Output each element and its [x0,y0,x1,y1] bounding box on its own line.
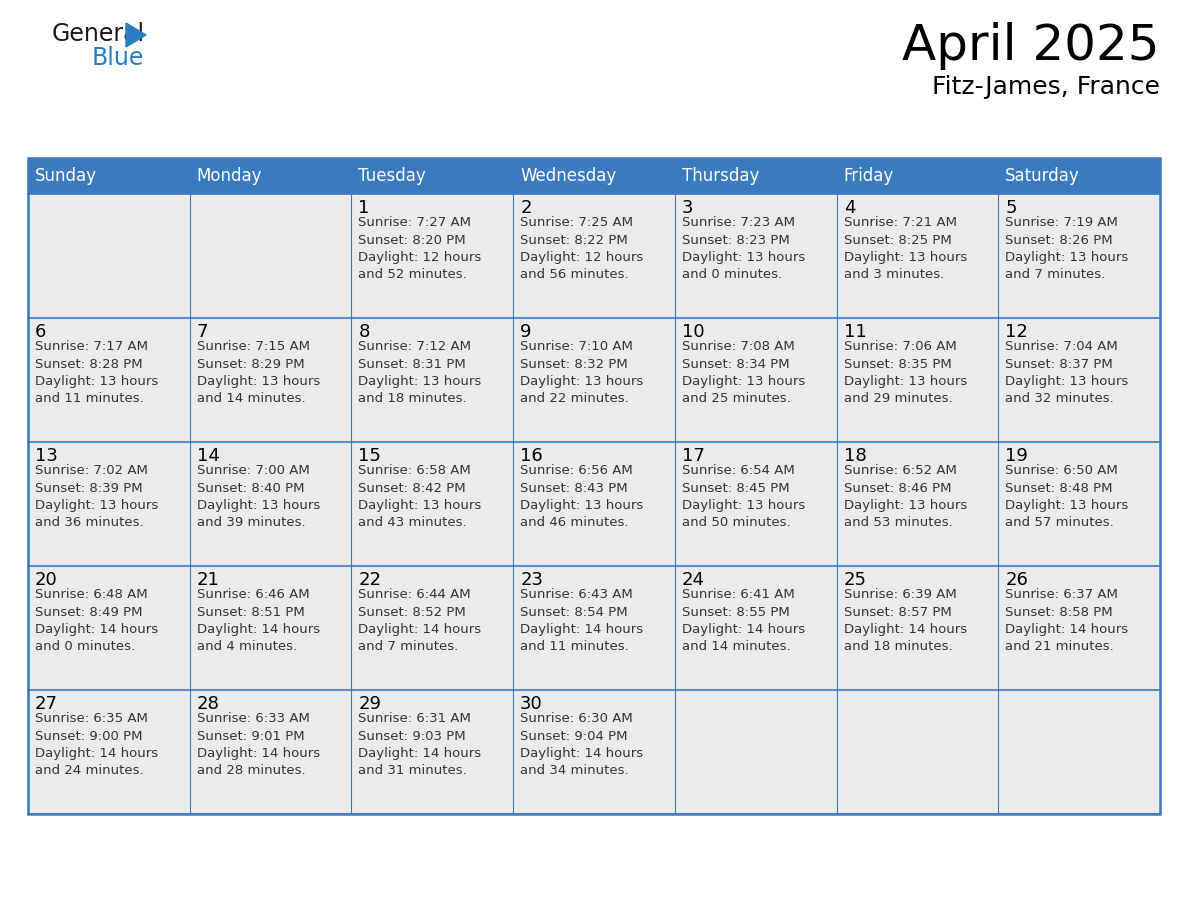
Text: Sunrise: 6:44 AM
Sunset: 8:52 PM
Daylight: 14 hours
and 7 minutes.: Sunrise: 6:44 AM Sunset: 8:52 PM Dayligh… [359,588,481,654]
Text: 11: 11 [843,323,866,341]
Text: Sunrise: 7:12 AM
Sunset: 8:31 PM
Daylight: 13 hours
and 18 minutes.: Sunrise: 7:12 AM Sunset: 8:31 PM Dayligh… [359,340,481,406]
Text: Sunrise: 7:17 AM
Sunset: 8:28 PM
Daylight: 13 hours
and 11 minutes.: Sunrise: 7:17 AM Sunset: 8:28 PM Dayligh… [34,340,158,406]
Polygon shape [126,23,146,47]
Text: Sunrise: 6:46 AM
Sunset: 8:51 PM
Daylight: 14 hours
and 4 minutes.: Sunrise: 6:46 AM Sunset: 8:51 PM Dayligh… [197,588,320,654]
Text: Sunrise: 7:23 AM
Sunset: 8:23 PM
Daylight: 13 hours
and 0 minutes.: Sunrise: 7:23 AM Sunset: 8:23 PM Dayligh… [682,216,805,282]
Text: Sunrise: 6:48 AM
Sunset: 8:49 PM
Daylight: 14 hours
and 0 minutes.: Sunrise: 6:48 AM Sunset: 8:49 PM Dayligh… [34,588,158,654]
Text: Sunrise: 7:10 AM
Sunset: 8:32 PM
Daylight: 13 hours
and 22 minutes.: Sunrise: 7:10 AM Sunset: 8:32 PM Dayligh… [520,340,644,406]
Text: Sunrise: 6:33 AM
Sunset: 9:01 PM
Daylight: 14 hours
and 28 minutes.: Sunrise: 6:33 AM Sunset: 9:01 PM Dayligh… [197,712,320,778]
Text: 20: 20 [34,571,58,589]
Text: Sunrise: 7:21 AM
Sunset: 8:25 PM
Daylight: 13 hours
and 3 minutes.: Sunrise: 7:21 AM Sunset: 8:25 PM Dayligh… [843,216,967,282]
Text: 12: 12 [1005,323,1028,341]
Bar [29,158,1159,194]
Bar [29,158,1159,814]
Text: Monday: Monday [197,167,263,185]
Text: 1: 1 [359,199,369,217]
Text: 17: 17 [682,447,704,465]
Text: Sunrise: 6:52 AM
Sunset: 8:46 PM
Daylight: 13 hours
and 53 minutes.: Sunrise: 6:52 AM Sunset: 8:46 PM Dayligh… [843,464,967,530]
Text: Sunrise: 7:04 AM
Sunset: 8:37 PM
Daylight: 13 hours
and 32 minutes.: Sunrise: 7:04 AM Sunset: 8:37 PM Dayligh… [1005,340,1129,406]
Text: Wednesday: Wednesday [520,167,617,185]
Text: Thursday: Thursday [682,167,759,185]
Text: 29: 29 [359,695,381,713]
Text: Sunrise: 6:41 AM
Sunset: 8:55 PM
Daylight: 14 hours
and 14 minutes.: Sunrise: 6:41 AM Sunset: 8:55 PM Dayligh… [682,588,805,654]
Text: 9: 9 [520,323,532,341]
Text: 13: 13 [34,447,58,465]
Bar [29,442,1159,566]
Text: 22: 22 [359,571,381,589]
Text: 3: 3 [682,199,694,217]
Text: Saturday: Saturday [1005,167,1080,185]
Text: 6: 6 [34,323,46,341]
Text: Sunrise: 6:35 AM
Sunset: 9:00 PM
Daylight: 14 hours
and 24 minutes.: Sunrise: 6:35 AM Sunset: 9:00 PM Dayligh… [34,712,158,778]
Text: Sunrise: 6:30 AM
Sunset: 9:04 PM
Daylight: 14 hours
and 34 minutes.: Sunrise: 6:30 AM Sunset: 9:04 PM Dayligh… [520,712,643,778]
Text: 5: 5 [1005,199,1017,217]
Text: Sunrise: 7:15 AM
Sunset: 8:29 PM
Daylight: 13 hours
and 14 minutes.: Sunrise: 7:15 AM Sunset: 8:29 PM Dayligh… [197,340,320,406]
Text: 15: 15 [359,447,381,465]
Text: 24: 24 [682,571,704,589]
Text: Sunrise: 6:39 AM
Sunset: 8:57 PM
Daylight: 14 hours
and 18 minutes.: Sunrise: 6:39 AM Sunset: 8:57 PM Dayligh… [843,588,967,654]
Text: Blue: Blue [91,46,145,70]
Text: General: General [52,22,145,46]
Bar [29,194,1159,318]
Text: 10: 10 [682,323,704,341]
Text: Sunrise: 7:00 AM
Sunset: 8:40 PM
Daylight: 13 hours
and 39 minutes.: Sunrise: 7:00 AM Sunset: 8:40 PM Dayligh… [197,464,320,530]
Text: Fitz-James, France: Fitz-James, France [933,75,1159,99]
Text: 21: 21 [197,571,220,589]
Text: Sunrise: 7:25 AM
Sunset: 8:22 PM
Daylight: 12 hours
and 56 minutes.: Sunrise: 7:25 AM Sunset: 8:22 PM Dayligh… [520,216,644,282]
Text: Sunrise: 6:56 AM
Sunset: 8:43 PM
Daylight: 13 hours
and 46 minutes.: Sunrise: 6:56 AM Sunset: 8:43 PM Dayligh… [520,464,644,530]
Text: 2: 2 [520,199,532,217]
Text: Sunrise: 6:54 AM
Sunset: 8:45 PM
Daylight: 13 hours
and 50 minutes.: Sunrise: 6:54 AM Sunset: 8:45 PM Dayligh… [682,464,805,530]
Text: Sunrise: 7:02 AM
Sunset: 8:39 PM
Daylight: 13 hours
and 36 minutes.: Sunrise: 7:02 AM Sunset: 8:39 PM Dayligh… [34,464,158,530]
Text: Tuesday: Tuesday [359,167,426,185]
Text: Sunrise: 6:31 AM
Sunset: 9:03 PM
Daylight: 14 hours
and 31 minutes.: Sunrise: 6:31 AM Sunset: 9:03 PM Dayligh… [359,712,481,778]
Text: 7: 7 [197,323,208,341]
Bar [29,566,1159,690]
Text: 19: 19 [1005,447,1028,465]
Text: Sunrise: 7:06 AM
Sunset: 8:35 PM
Daylight: 13 hours
and 29 minutes.: Sunrise: 7:06 AM Sunset: 8:35 PM Dayligh… [843,340,967,406]
Text: 18: 18 [843,447,866,465]
Text: Sunrise: 7:19 AM
Sunset: 8:26 PM
Daylight: 13 hours
and 7 minutes.: Sunrise: 7:19 AM Sunset: 8:26 PM Dayligh… [1005,216,1129,282]
Text: 27: 27 [34,695,58,713]
Text: 28: 28 [197,695,220,713]
Text: Sunrise: 6:58 AM
Sunset: 8:42 PM
Daylight: 13 hours
and 43 minutes.: Sunrise: 6:58 AM Sunset: 8:42 PM Dayligh… [359,464,481,530]
Text: 4: 4 [843,199,855,217]
Bar [29,690,1159,814]
Bar [29,318,1159,442]
Text: 16: 16 [520,447,543,465]
Text: Friday: Friday [843,167,893,185]
Text: 26: 26 [1005,571,1028,589]
Text: Sunrise: 7:08 AM
Sunset: 8:34 PM
Daylight: 13 hours
and 25 minutes.: Sunrise: 7:08 AM Sunset: 8:34 PM Dayligh… [682,340,805,406]
Text: Sunrise: 6:43 AM
Sunset: 8:54 PM
Daylight: 14 hours
and 11 minutes.: Sunrise: 6:43 AM Sunset: 8:54 PM Dayligh… [520,588,643,654]
Text: 23: 23 [520,571,543,589]
Text: Sunrise: 6:37 AM
Sunset: 8:58 PM
Daylight: 14 hours
and 21 minutes.: Sunrise: 6:37 AM Sunset: 8:58 PM Dayligh… [1005,588,1129,654]
Text: 14: 14 [197,447,220,465]
Text: Sunrise: 7:27 AM
Sunset: 8:20 PM
Daylight: 12 hours
and 52 minutes.: Sunrise: 7:27 AM Sunset: 8:20 PM Dayligh… [359,216,481,282]
Text: Sunday: Sunday [34,167,97,185]
Text: April 2025: April 2025 [903,22,1159,70]
Text: Sunrise: 6:50 AM
Sunset: 8:48 PM
Daylight: 13 hours
and 57 minutes.: Sunrise: 6:50 AM Sunset: 8:48 PM Dayligh… [1005,464,1129,530]
Text: 25: 25 [843,571,866,589]
Text: 8: 8 [359,323,369,341]
Text: 30: 30 [520,695,543,713]
